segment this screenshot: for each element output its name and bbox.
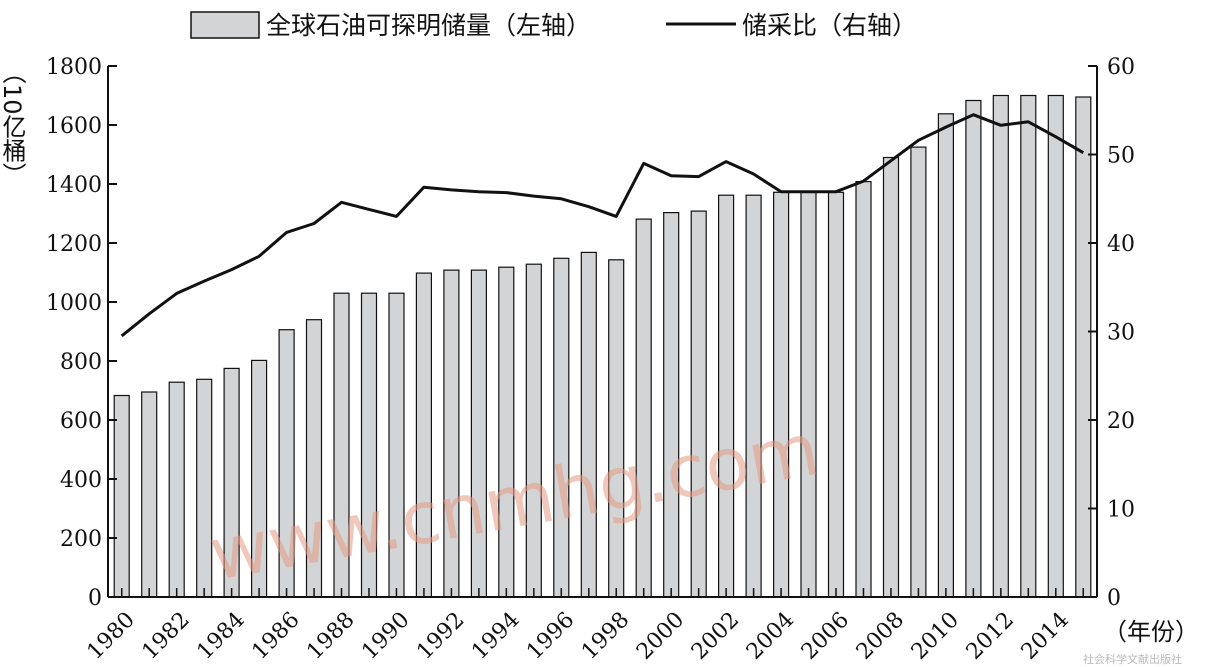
bar-1981 [141, 391, 158, 598]
x-tick-label: 1992 [412, 607, 469, 664]
bar-1994 [498, 266, 515, 598]
right-tick-label: 30 [1107, 321, 1135, 346]
x-tick-label: 1990 [357, 607, 414, 664]
bar-1997 [580, 251, 597, 598]
bar-2014 [1047, 94, 1064, 598]
right-tick-label: 20 [1107, 409, 1135, 434]
bar-1980 [113, 394, 130, 598]
x-tick-label: 1996 [522, 607, 579, 664]
bar-1983 [196, 378, 213, 598]
x-tick-label: 2000 [632, 607, 689, 664]
bar-2009 [910, 146, 927, 598]
x-tick-label: 2014 [1017, 607, 1074, 664]
bar-2011 [965, 99, 982, 598]
left-tick-label: 1200 [46, 232, 102, 257]
bar-2003 [745, 194, 762, 598]
x-tick-label: 2010 [907, 607, 964, 664]
publisher-credit: 社会科学文献出版社 [1083, 652, 1182, 666]
left-tick-label: 200 [60, 527, 102, 552]
left-tick-label: 1800 [46, 55, 102, 80]
x-tick-label: 2004 [742, 607, 799, 664]
left-tick-label: 1400 [46, 173, 102, 198]
bar-2000 [663, 212, 680, 598]
bar-2015 [1075, 96, 1092, 598]
x-tick-label: 1998 [577, 607, 634, 664]
bar-1996 [553, 257, 570, 598]
x-tick-label: 1986 [247, 607, 304, 664]
legend-bar-label: 全球石油可探明储量（左轴） [266, 11, 591, 40]
right-tick-label: 10 [1107, 498, 1135, 523]
right-tick-label: 40 [1107, 232, 1135, 257]
reserve-ratio-line [120, 113, 1085, 338]
bar-1995 [525, 263, 542, 598]
bar-1999 [635, 218, 652, 598]
bar-2012 [992, 94, 1009, 598]
x-tick-label: 1982 [138, 607, 195, 664]
x-tick-label: 1988 [302, 607, 359, 664]
right-tick-label: 60 [1107, 55, 1135, 80]
legend-bar-swatch [190, 11, 260, 39]
bar-2002 [717, 194, 735, 598]
bar-2007 [855, 181, 872, 598]
legend: 全球石油可探明储量（左轴） 储采比（右轴） [190, 11, 917, 40]
right-tick-label: 50 [1107, 144, 1135, 169]
x-tick-label: 1984 [192, 607, 249, 664]
left-tick-label: 400 [60, 468, 102, 493]
x-tick-label: 2012 [962, 607, 1019, 664]
bar-2008 [882, 156, 900, 598]
bar-1982 [168, 381, 185, 598]
bar-2010 [937, 113, 955, 598]
bar-2013 [1020, 94, 1037, 598]
x-tick-label: 2006 [797, 607, 854, 664]
bar-1998 [608, 259, 625, 598]
x-tick-label: 2008 [852, 607, 909, 664]
left-tick-label: 600 [60, 409, 102, 434]
x-axis-label: （年份） [1103, 618, 1199, 646]
x-tick-label: 2002 [687, 607, 744, 664]
line-series [120, 113, 1085, 338]
bar-2001 [690, 210, 707, 598]
bar-2006 [827, 191, 845, 598]
bar-2005 [800, 191, 817, 598]
right-tick-label: 0 [1107, 586, 1121, 611]
left-tick-label: 0 [88, 586, 102, 611]
x-tick-label: 1980 [83, 607, 140, 664]
left-tick-label: 1600 [46, 114, 102, 139]
left-tick-label: 800 [60, 350, 102, 375]
left-tick-label: 1000 [46, 291, 102, 316]
x-tick-label: 1994 [467, 607, 524, 664]
left-axis-label: （10亿桶） [0, 60, 26, 187]
bar-2004 [772, 191, 790, 598]
legend-line-label: 储采比（右轴） [742, 11, 917, 40]
